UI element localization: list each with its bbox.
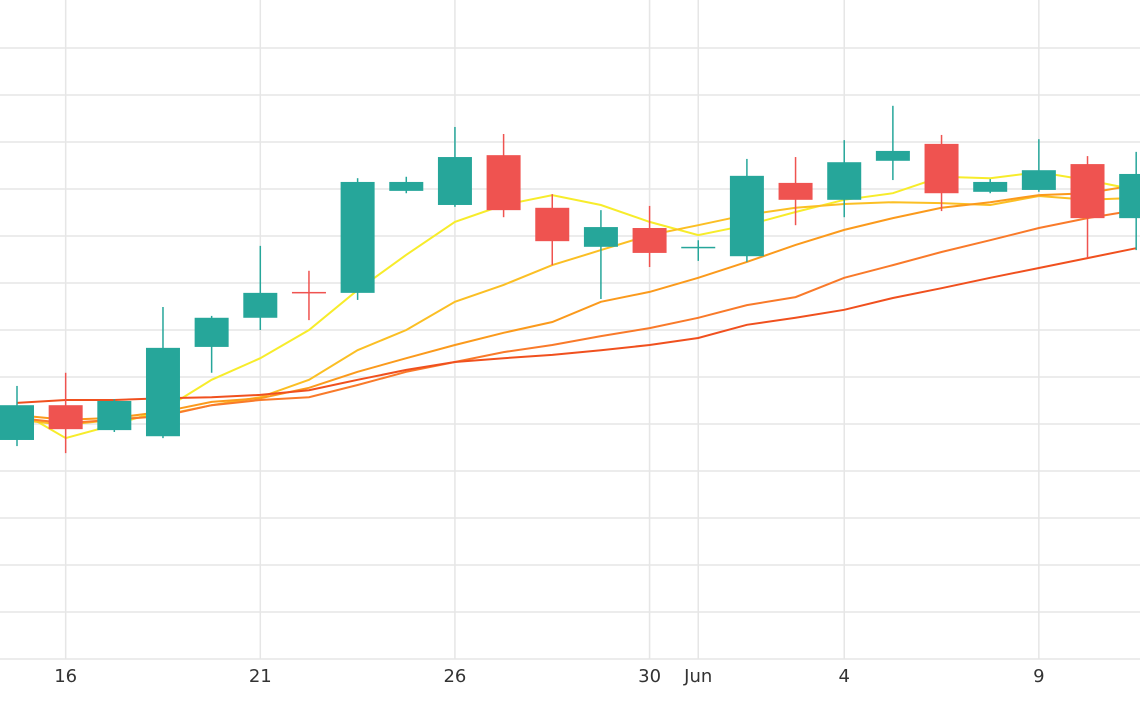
moving-average-line — [16, 183, 1137, 421]
candle — [1070, 156, 1105, 259]
candle — [486, 134, 521, 218]
candle-body — [778, 182, 813, 200]
candle-body — [973, 181, 1008, 192]
candle — [778, 157, 813, 226]
candle-body — [437, 157, 472, 205]
candle — [924, 134, 959, 212]
candle — [389, 176, 424, 194]
x-tick-label: 26 — [443, 666, 466, 687]
candle-body — [291, 291, 326, 294]
candle — [1021, 139, 1056, 192]
candle-body — [145, 347, 180, 437]
candle — [48, 372, 83, 454]
x-tick-label: 30 — [638, 666, 661, 687]
candle-body — [583, 227, 618, 247]
candle-body — [194, 317, 229, 347]
candle — [1119, 151, 1140, 251]
candle-body — [535, 207, 570, 242]
candle-body — [389, 181, 424, 191]
candle — [194, 315, 229, 373]
candle-body — [97, 400, 132, 431]
x-tick-label: 21 — [249, 666, 272, 687]
candle-body — [1119, 173, 1140, 219]
candle — [145, 306, 180, 439]
candle-body — [924, 143, 959, 194]
candle — [827, 140, 862, 218]
candle — [97, 399, 132, 432]
candle — [729, 158, 764, 262]
candle — [340, 178, 375, 300]
candle-body — [243, 292, 278, 318]
candle-body — [729, 175, 764, 257]
candle-body — [632, 228, 667, 253]
candle — [632, 205, 667, 268]
x-tick-label: 4 — [838, 666, 849, 687]
moving-average-line — [16, 209, 1137, 425]
candle-body — [0, 405, 34, 440]
candle — [535, 194, 570, 266]
moving-average-line — [16, 247, 1137, 404]
candle-body — [681, 246, 716, 249]
moving-average-line — [16, 194, 1137, 426]
candle-body — [340, 181, 375, 293]
candle — [0, 385, 34, 447]
x-tick-label: 9 — [1033, 666, 1044, 687]
candle-body — [827, 162, 862, 200]
candle-body — [1021, 170, 1056, 190]
x-tick-label: Jun — [683, 666, 712, 687]
candle-body — [48, 405, 83, 430]
candle-body — [1070, 164, 1105, 219]
candle-body — [486, 155, 521, 211]
candle — [583, 210, 618, 299]
candle-body — [875, 150, 910, 161]
candle — [243, 245, 278, 330]
candle — [437, 126, 472, 207]
candle — [973, 179, 1008, 194]
candle — [681, 240, 716, 261]
candle — [875, 105, 910, 181]
x-tick-label: 16 — [54, 666, 77, 687]
candle — [291, 270, 326, 321]
